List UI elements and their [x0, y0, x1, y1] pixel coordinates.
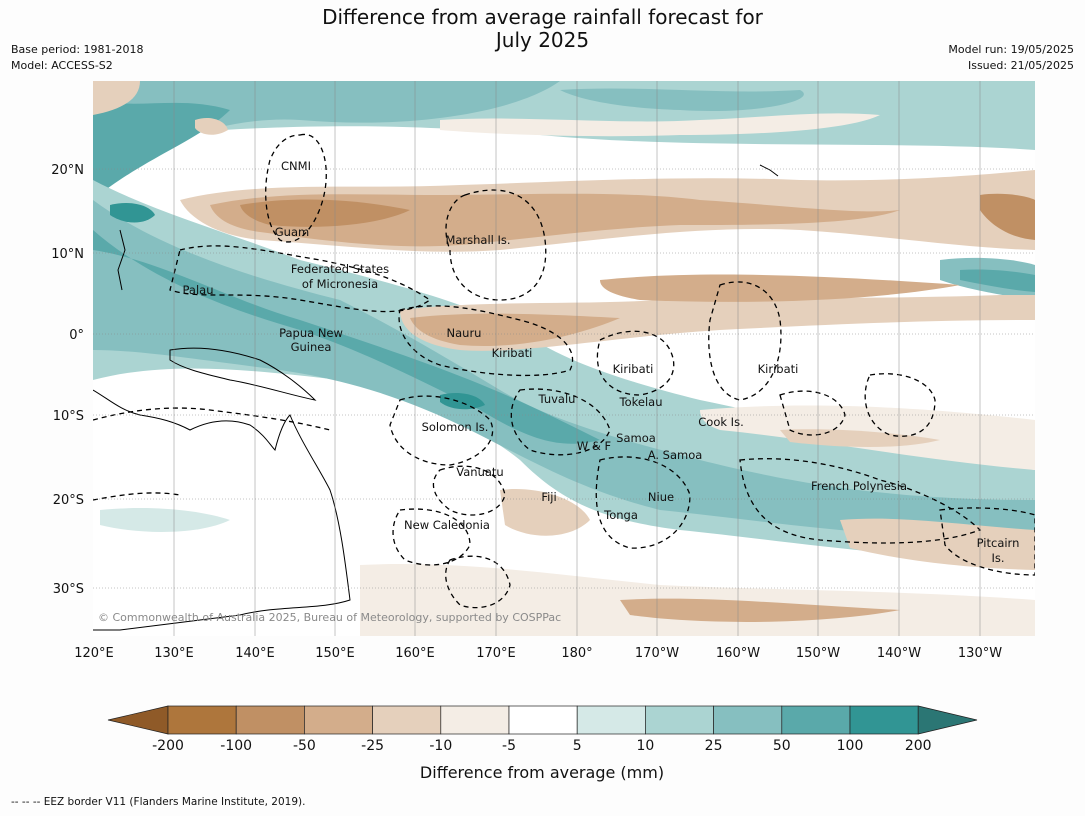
colorbar-segment — [508, 705, 578, 735]
label-tuvalu: Tuvalu — [538, 392, 576, 406]
longitude-label: 150°W — [796, 646, 840, 661]
label-new-caledonia: New Caledonia — [404, 518, 490, 532]
right-metadata: Model run: 19/05/2025 Issued: 21/05/2025 — [948, 42, 1074, 74]
longitude-label: 130°E — [154, 646, 194, 661]
label-fiji: Fiji — [541, 490, 556, 504]
colorbar-tick: -25 — [361, 738, 384, 754]
latitude-label: 10°N — [51, 247, 84, 262]
colorbar-segment — [440, 705, 510, 735]
title-line-1: Difference from average rainfall forecas… — [322, 5, 763, 29]
issued-date: Issued: 21/05/2025 — [967, 59, 1074, 72]
label-cnmi: CNMI — [281, 159, 311, 173]
longitude-label: 120°E — [74, 646, 114, 661]
label-kiribati-1: Kiribati — [492, 346, 533, 360]
colorbar-tick-labels: -200 -100 -50 -25 -10 -5 5 10 25 50 100 200 — [152, 738, 931, 754]
colorbar-tick: 50 — [773, 738, 791, 754]
colorbar-segment — [576, 705, 646, 735]
longitude-label: 170°W — [635, 646, 679, 661]
label-fsm-2: of Micronesia — [302, 277, 378, 291]
model-name: Model: ACCESS-S2 — [11, 59, 113, 72]
latitude-labels: 20°N 10°N 0° 10°S 20°S 30°S — [51, 163, 84, 597]
label-png-2: Guinea — [291, 340, 332, 354]
colorbar-segment — [645, 705, 714, 735]
graticule — [93, 81, 1035, 636]
colorbar — [107, 705, 978, 735]
colorbar-label: Difference from average (mm) — [420, 763, 664, 782]
longitude-label: 140°E — [235, 646, 275, 661]
map-field — [93, 81, 1035, 636]
label-tonga: Tonga — [603, 508, 638, 522]
colorbar-segment — [235, 705, 305, 735]
model-run: Model run: 19/05/2025 — [948, 43, 1074, 56]
label-fsm-1: Federated States — [291, 262, 389, 276]
colorbar-tick: -200 — [152, 738, 184, 754]
title-line-2: July 2025 — [495, 28, 590, 52]
label-png-1: Papua New — [279, 326, 343, 340]
label-nauru: Nauru — [447, 326, 482, 340]
label-samoa: Samoa — [616, 431, 656, 445]
latitude-label: 20°S — [53, 493, 84, 508]
colorbar-segment — [781, 705, 851, 735]
latitude-label: 10°S — [53, 409, 84, 424]
colorbar-tick: -50 — [293, 738, 316, 754]
colorbar-min-extension — [107, 705, 169, 735]
colorbar-segment — [713, 705, 783, 735]
label-solomon: Solomon Is. — [422, 420, 489, 434]
colorbar-tick: -5 — [502, 738, 516, 754]
colorbar-tick: 100 — [837, 738, 864, 754]
longitude-labels: 120°E 130°E 140°E 150°E 160°E 170°E 180° 170°W 1… — [74, 646, 1002, 661]
label-pitcairn-1: Pitcairn — [977, 536, 1020, 550]
label-kiribati-3: Kiribati — [758, 362, 799, 376]
eez-footnote: -- -- -- EEZ border V11 (Flanders Marine… — [11, 796, 306, 808]
label-american-samoa: A. Samoa — [648, 448, 703, 462]
colorbar-tick: -100 — [220, 738, 252, 754]
colorbar-segment — [304, 705, 373, 735]
label-cook-islands: Cook Is. — [698, 415, 743, 429]
colorbar-max-extension — [917, 705, 978, 735]
longitude-label: 140°W — [877, 646, 921, 661]
label-niue: Niue — [648, 490, 674, 504]
copyright-notice: © Commonwealth of Australia 2025, Bureau… — [98, 611, 561, 624]
map-title: Difference from average rainfall forecas… — [0, 6, 1085, 52]
label-marshall: Marshall Is. — [445, 233, 510, 247]
colorbar-segment — [167, 705, 237, 735]
label-kiribati-2: Kiribati — [613, 362, 654, 376]
label-palau: Palau — [183, 283, 214, 297]
longitude-label: 150°E — [315, 646, 355, 661]
colorbar-tick: 10 — [636, 738, 654, 754]
left-metadata: Base period: 1981-2018 Model: ACCESS-S2 — [11, 42, 143, 74]
base-period: Base period: 1981-2018 — [11, 43, 144, 56]
longitude-label: 180° — [561, 646, 592, 661]
latitude-label: 0° — [69, 328, 84, 343]
label-wallis-futuna: W & F — [577, 439, 611, 453]
longitude-label: 160°E — [395, 646, 435, 661]
colorbar-tick: 200 — [905, 738, 932, 754]
label-vanuatu: Vanuatu — [456, 465, 503, 479]
colorbar-segment — [849, 705, 919, 735]
colorbar-tick: -10 — [429, 738, 452, 754]
label-guam: Guam — [275, 225, 309, 239]
label-french-polynesia: French Polynesia — [811, 479, 907, 493]
colorbar-tick: 5 — [573, 738, 582, 754]
region-labels: CNMI Guam Marshall Is. Federated States … — [183, 159, 1020, 565]
coastlines — [93, 164, 779, 631]
label-pitcairn-2: Is. — [991, 551, 1004, 565]
colorbar-segment — [372, 705, 442, 735]
longitude-label: 160°W — [716, 646, 760, 661]
latitude-label: 20°N — [51, 163, 84, 178]
longitude-label: 130°W — [958, 646, 1002, 661]
label-tokelau: Tokelau — [619, 395, 663, 409]
longitude-label: 170°E — [476, 646, 516, 661]
colorbar-tick: 25 — [705, 738, 723, 754]
latitude-label: 30°S — [53, 582, 84, 597]
